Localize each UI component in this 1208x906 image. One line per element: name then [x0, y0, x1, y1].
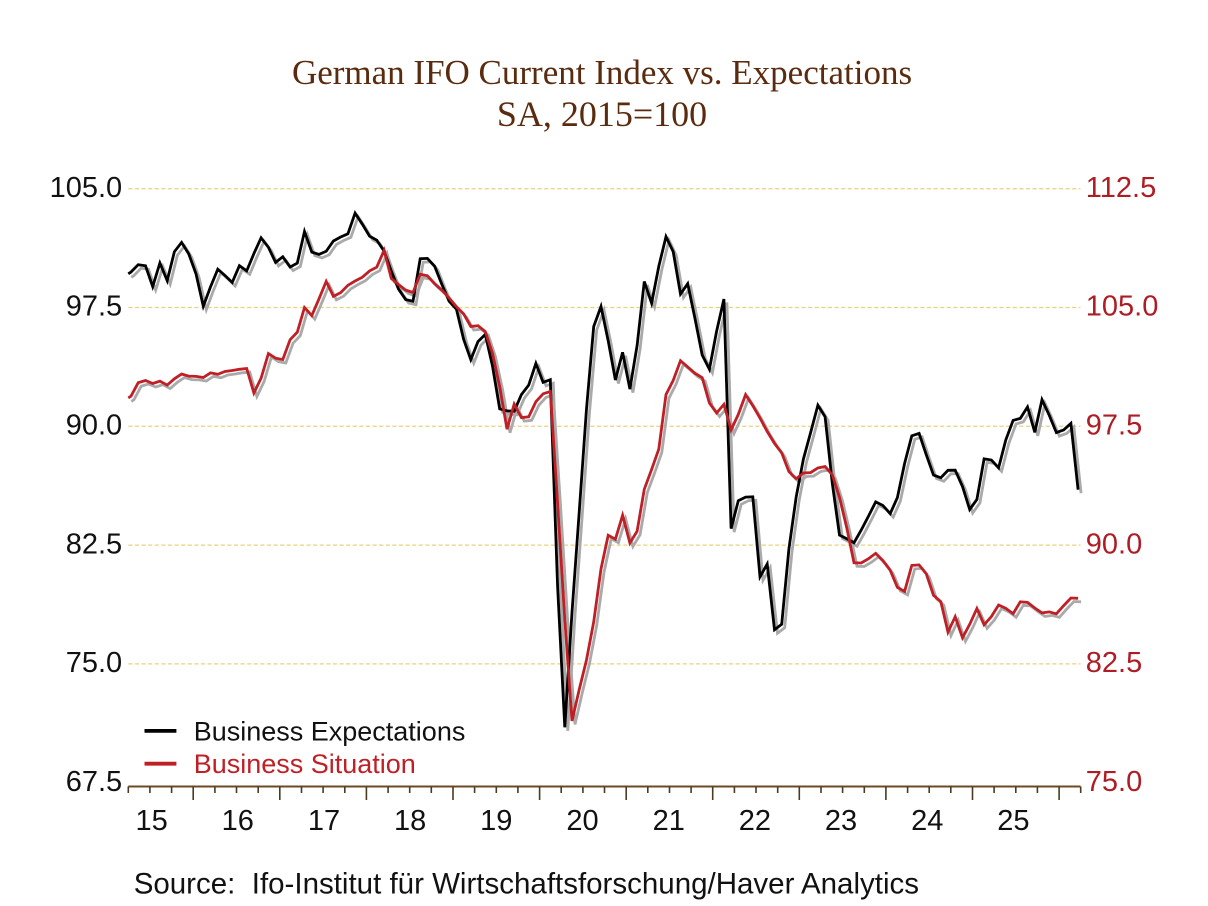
- svg-text:15: 15: [135, 805, 167, 837]
- svg-text:22: 22: [739, 805, 771, 837]
- svg-text:21: 21: [653, 805, 685, 837]
- svg-text:24: 24: [911, 805, 943, 837]
- svg-text:82.5: 82.5: [66, 528, 122, 560]
- svg-text:17: 17: [308, 805, 340, 837]
- svg-text:18: 18: [394, 805, 426, 837]
- svg-text:Business Situation: Business Situation: [194, 749, 416, 779]
- svg-text:90.0: 90.0: [66, 410, 122, 442]
- svg-text:105.0: 105.0: [50, 172, 123, 204]
- svg-text:20: 20: [566, 805, 598, 837]
- svg-text:105.0: 105.0: [1086, 291, 1159, 323]
- svg-text:19: 19: [480, 805, 512, 837]
- svg-text:Business Expectations: Business Expectations: [194, 716, 466, 746]
- svg-text:German IFO Current Index vs. E: German IFO Current Index vs. Expectation…: [292, 53, 912, 92]
- svg-text:90.0: 90.0: [1086, 528, 1142, 560]
- svg-text:SA, 2015=100: SA, 2015=100: [497, 94, 707, 134]
- svg-text:82.5: 82.5: [1086, 647, 1142, 679]
- svg-text:Source: Ifo-Institut für Wirt: Source: Ifo-Institut für Wirtschaftsfors…: [134, 868, 919, 901]
- svg-text:97.5: 97.5: [66, 291, 122, 323]
- svg-text:67.5: 67.5: [66, 766, 122, 798]
- svg-text:16: 16: [222, 805, 254, 837]
- svg-text:112.5: 112.5: [1086, 172, 1156, 204]
- svg-text:23: 23: [825, 805, 857, 837]
- svg-text:25: 25: [997, 805, 1029, 837]
- svg-text:97.5: 97.5: [1086, 410, 1142, 442]
- svg-text:75.0: 75.0: [66, 647, 122, 679]
- svg-text:75.0: 75.0: [1086, 766, 1142, 798]
